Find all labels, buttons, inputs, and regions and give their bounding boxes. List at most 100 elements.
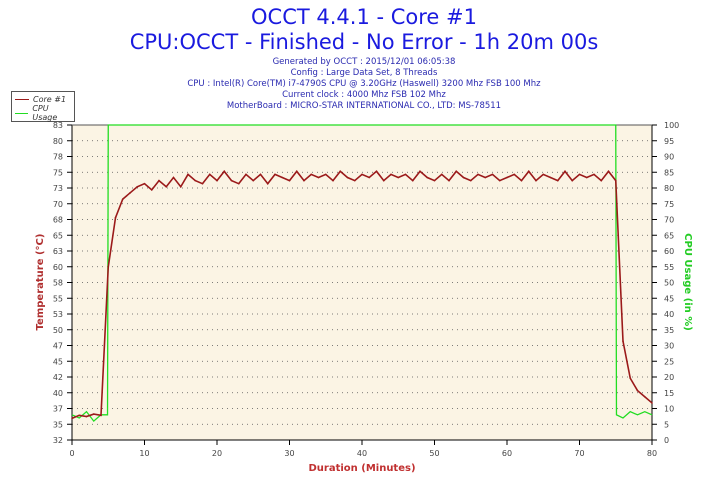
temperature-point bbox=[107, 266, 110, 268]
chart-subtitle: CPU:OCCT - Finished - No Error - 1h 20m … bbox=[129, 30, 599, 54]
y-tick-label: 58 bbox=[53, 279, 63, 288]
x-tick-label: 10 bbox=[139, 449, 149, 458]
temperature-point bbox=[593, 173, 595, 176]
y2-tick-label: 30 bbox=[664, 342, 674, 351]
x-tick-label: 80 bbox=[647, 449, 657, 458]
temperature-point bbox=[114, 216, 117, 219]
temperature-point bbox=[382, 179, 385, 182]
temperature-point bbox=[158, 179, 160, 182]
chart-title: OCCT 4.4.1 - Core #1 bbox=[251, 5, 477, 29]
temperature-point bbox=[506, 176, 508, 179]
temperature-point bbox=[129, 192, 131, 194]
y-tick-label: 63 bbox=[53, 247, 63, 256]
y-tick-label: 60 bbox=[53, 263, 63, 272]
temperature-point bbox=[194, 179, 197, 182]
temperature-point bbox=[324, 173, 327, 176]
y2-tick-label: 0 bbox=[664, 436, 669, 445]
temperature-point bbox=[556, 179, 559, 182]
temperature-point bbox=[498, 179, 501, 182]
temperature-point bbox=[419, 170, 421, 173]
y-tick-label: 80 bbox=[53, 137, 63, 146]
x-axis-label: Duration (Minutes) bbox=[308, 463, 415, 474]
x-tick-label: 30 bbox=[284, 449, 294, 458]
temperature-point bbox=[317, 176, 320, 179]
y2-tick-label: 10 bbox=[664, 405, 674, 414]
temperature-point bbox=[201, 182, 204, 185]
x-tick-label: 60 bbox=[502, 449, 512, 458]
temperature-point bbox=[404, 173, 407, 176]
y2-tick-label: 95 bbox=[664, 137, 674, 146]
temperature-point bbox=[237, 182, 240, 185]
temperature-point bbox=[411, 179, 414, 182]
temperature-point bbox=[535, 179, 537, 182]
y2-tick-label: 85 bbox=[664, 168, 674, 177]
temperature-point bbox=[397, 176, 400, 179]
y2-tick-label: 25 bbox=[664, 357, 674, 366]
temperature-point bbox=[622, 340, 624, 342]
y-tick-label: 55 bbox=[53, 294, 63, 303]
info-cpu: CPU : Intel(R) Core(TM) i7-4790S CPU @ 3… bbox=[187, 79, 541, 89]
temperature-point bbox=[143, 182, 146, 185]
y-tick-label: 50 bbox=[53, 326, 63, 335]
y2-tick-label: 70 bbox=[664, 216, 674, 225]
temperature-point bbox=[491, 173, 494, 176]
temperature-point bbox=[614, 179, 617, 182]
y2-tick-label: 35 bbox=[664, 326, 674, 335]
x-tick-label: 40 bbox=[357, 449, 367, 458]
temperature-point bbox=[179, 185, 182, 188]
y-tick-label: 68 bbox=[53, 216, 63, 225]
y-tick-label: 73 bbox=[53, 184, 63, 193]
temperature-point bbox=[578, 173, 581, 176]
temperature-point bbox=[549, 176, 552, 179]
temperature-point bbox=[71, 417, 73, 420]
legend-item-cpu: CPU Usage bbox=[12, 104, 74, 122]
y2-tick-label: 20 bbox=[664, 373, 674, 382]
temperature-point bbox=[78, 414, 81, 417]
temperature-point bbox=[85, 415, 88, 418]
info-clock: Current clock : 4000 Mhz FSB 102 Mhz bbox=[282, 90, 446, 100]
y2-tick-label: 80 bbox=[664, 184, 674, 193]
temperature-point bbox=[375, 170, 378, 173]
temperature-point bbox=[223, 170, 226, 173]
y2-tick-label: 15 bbox=[664, 389, 674, 398]
temperature-point bbox=[469, 179, 472, 182]
temperature-point bbox=[353, 179, 356, 182]
temperature-point bbox=[92, 413, 95, 415]
x-tick-label: 50 bbox=[429, 449, 439, 458]
temperature-point bbox=[462, 176, 465, 179]
temperature-point bbox=[629, 377, 632, 380]
y-tick-label: 83 bbox=[53, 121, 63, 130]
temperature-point bbox=[332, 179, 334, 182]
temperature-point bbox=[651, 402, 653, 404]
temperature-point bbox=[440, 173, 443, 176]
temperature-point bbox=[527, 170, 530, 173]
temperature-point bbox=[100, 414, 102, 417]
temperature-point bbox=[643, 395, 646, 398]
temperature-point bbox=[216, 179, 218, 182]
y-tick-label: 65 bbox=[53, 231, 63, 240]
y2-tick-label: 40 bbox=[664, 310, 674, 319]
temperature-point bbox=[339, 170, 342, 173]
y-axis-label: Temperature (°C) bbox=[35, 234, 46, 331]
legend-item-core: Core #1 bbox=[12, 92, 74, 106]
temperature-point bbox=[136, 185, 139, 188]
temperature-point bbox=[303, 179, 305, 182]
info-generated: Generated by OCCT : 2015/12/01 06:05:38 bbox=[272, 57, 456, 67]
x-tick-label: 70 bbox=[574, 449, 584, 458]
y2-tick-label: 75 bbox=[664, 200, 674, 209]
temperature-point bbox=[571, 179, 574, 182]
temperature-point bbox=[607, 170, 610, 173]
y-tick-label: 47 bbox=[53, 342, 63, 351]
cpu-usage-line bbox=[71, 124, 653, 423]
y-tick-label: 75 bbox=[53, 168, 63, 177]
info-config: Config : Large Data Set, 8 Threads bbox=[290, 68, 438, 78]
temperature-point bbox=[433, 179, 436, 182]
y2-tick-label: 50 bbox=[664, 279, 674, 288]
y2-tick-label: 55 bbox=[664, 263, 674, 272]
y-tick-label: 70 bbox=[53, 200, 63, 209]
y-tick-label: 32 bbox=[53, 436, 63, 445]
temperature-point bbox=[368, 176, 371, 179]
temperature-point bbox=[520, 179, 523, 182]
